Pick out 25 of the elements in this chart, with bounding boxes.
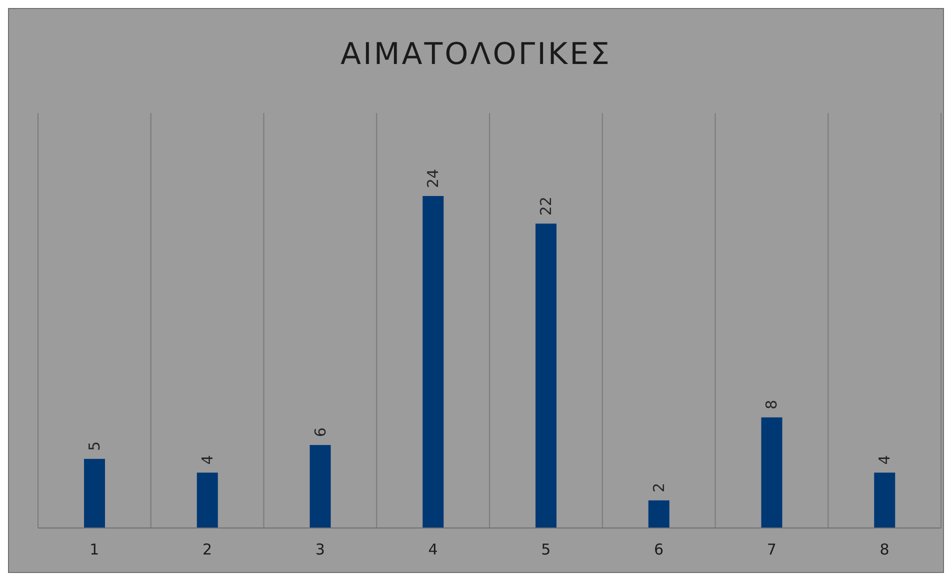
data-label: 4 (876, 455, 894, 465)
bar (536, 224, 556, 528)
bar (874, 472, 896, 528)
data-label: 8 (762, 400, 781, 410)
bar (648, 500, 670, 528)
chart-title: ΑΙΜΑΤΟΛΟΓΙΚΕΣ (340, 37, 612, 72)
bar (761, 417, 782, 528)
data-label: 4 (198, 455, 216, 465)
x-tick-label: 7 (766, 540, 776, 559)
x-tick-label: 3 (315, 540, 325, 559)
data-label: 22 (537, 196, 555, 216)
data-label: 24 (424, 168, 442, 188)
x-tick-label: 1 (90, 540, 100, 559)
bar (196, 472, 218, 528)
data-label: 6 (311, 427, 330, 437)
x-tick-label: 2 (202, 540, 212, 559)
x-tick-label: 4 (428, 540, 438, 559)
x-tick-label: 6 (654, 540, 664, 559)
data-label: 5 (86, 441, 104, 451)
data-label: 2 (650, 482, 668, 492)
x-tick-label: 5 (541, 540, 551, 559)
bar (84, 458, 105, 528)
bar (310, 445, 331, 528)
x-tick-label: 8 (880, 540, 890, 559)
bar (422, 196, 444, 528)
